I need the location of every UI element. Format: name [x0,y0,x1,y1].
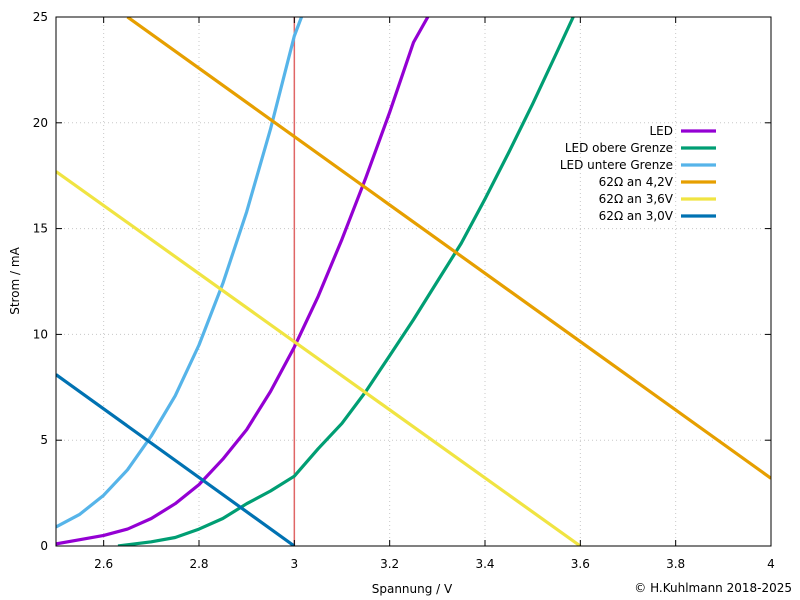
legend-entry-label: LED obere Grenze [565,141,673,155]
x-tick-label: 2.8 [189,557,208,571]
series-line-1 [117,17,575,546]
x-tick-label: 3.4 [475,557,494,571]
x-tick-label: 4 [767,557,775,571]
y-tick-label: 5 [40,433,48,447]
x-tick-label: 2.6 [94,557,113,571]
series-line-0 [56,17,430,546]
legend-entry-label: 62Ω an 3,6V [599,192,674,206]
series-line-3 [126,17,771,480]
legend: LED LED obere Grenze LED untere Grenze 62Ω … [560,124,716,223]
y-tick-label: 0 [40,539,48,553]
y-tick-label: 20 [33,116,48,130]
y-tick-label: 25 [33,10,48,24]
y-tick-label: 10 [33,327,48,341]
y-tick-label: 15 [33,222,48,236]
series-line-2 [56,17,303,529]
legend-entry-label: 62Ω an 3,0V [599,209,674,223]
copyright-notice: © H.Kuhlmann 2018-2025 [634,581,792,595]
x-tick-label: 3 [291,557,299,571]
series-line-4 [56,170,582,546]
x-axis-label: Spannung / V [372,582,453,596]
x-tick-label: 3.8 [666,557,685,571]
tick-layer: 2.6 2.8 3 3.2 3.4 3.6 3.8 4 0 5 10 15 20 25 [33,10,775,571]
legend-entry-label: LED [649,124,673,138]
legend-entry-label: LED untere Grenze [560,158,673,172]
plot-frame [55,16,772,547]
series-layer [56,17,771,546]
x-tick-label: 3.2 [380,557,399,571]
x-tick-label: 3.6 [571,557,590,571]
plot-frame-layer [55,16,772,547]
series-line-5 [56,373,296,546]
legend-entry-label: 62Ω an 4,2V [599,175,674,189]
y-axis-label: Strom / mA [8,246,22,314]
